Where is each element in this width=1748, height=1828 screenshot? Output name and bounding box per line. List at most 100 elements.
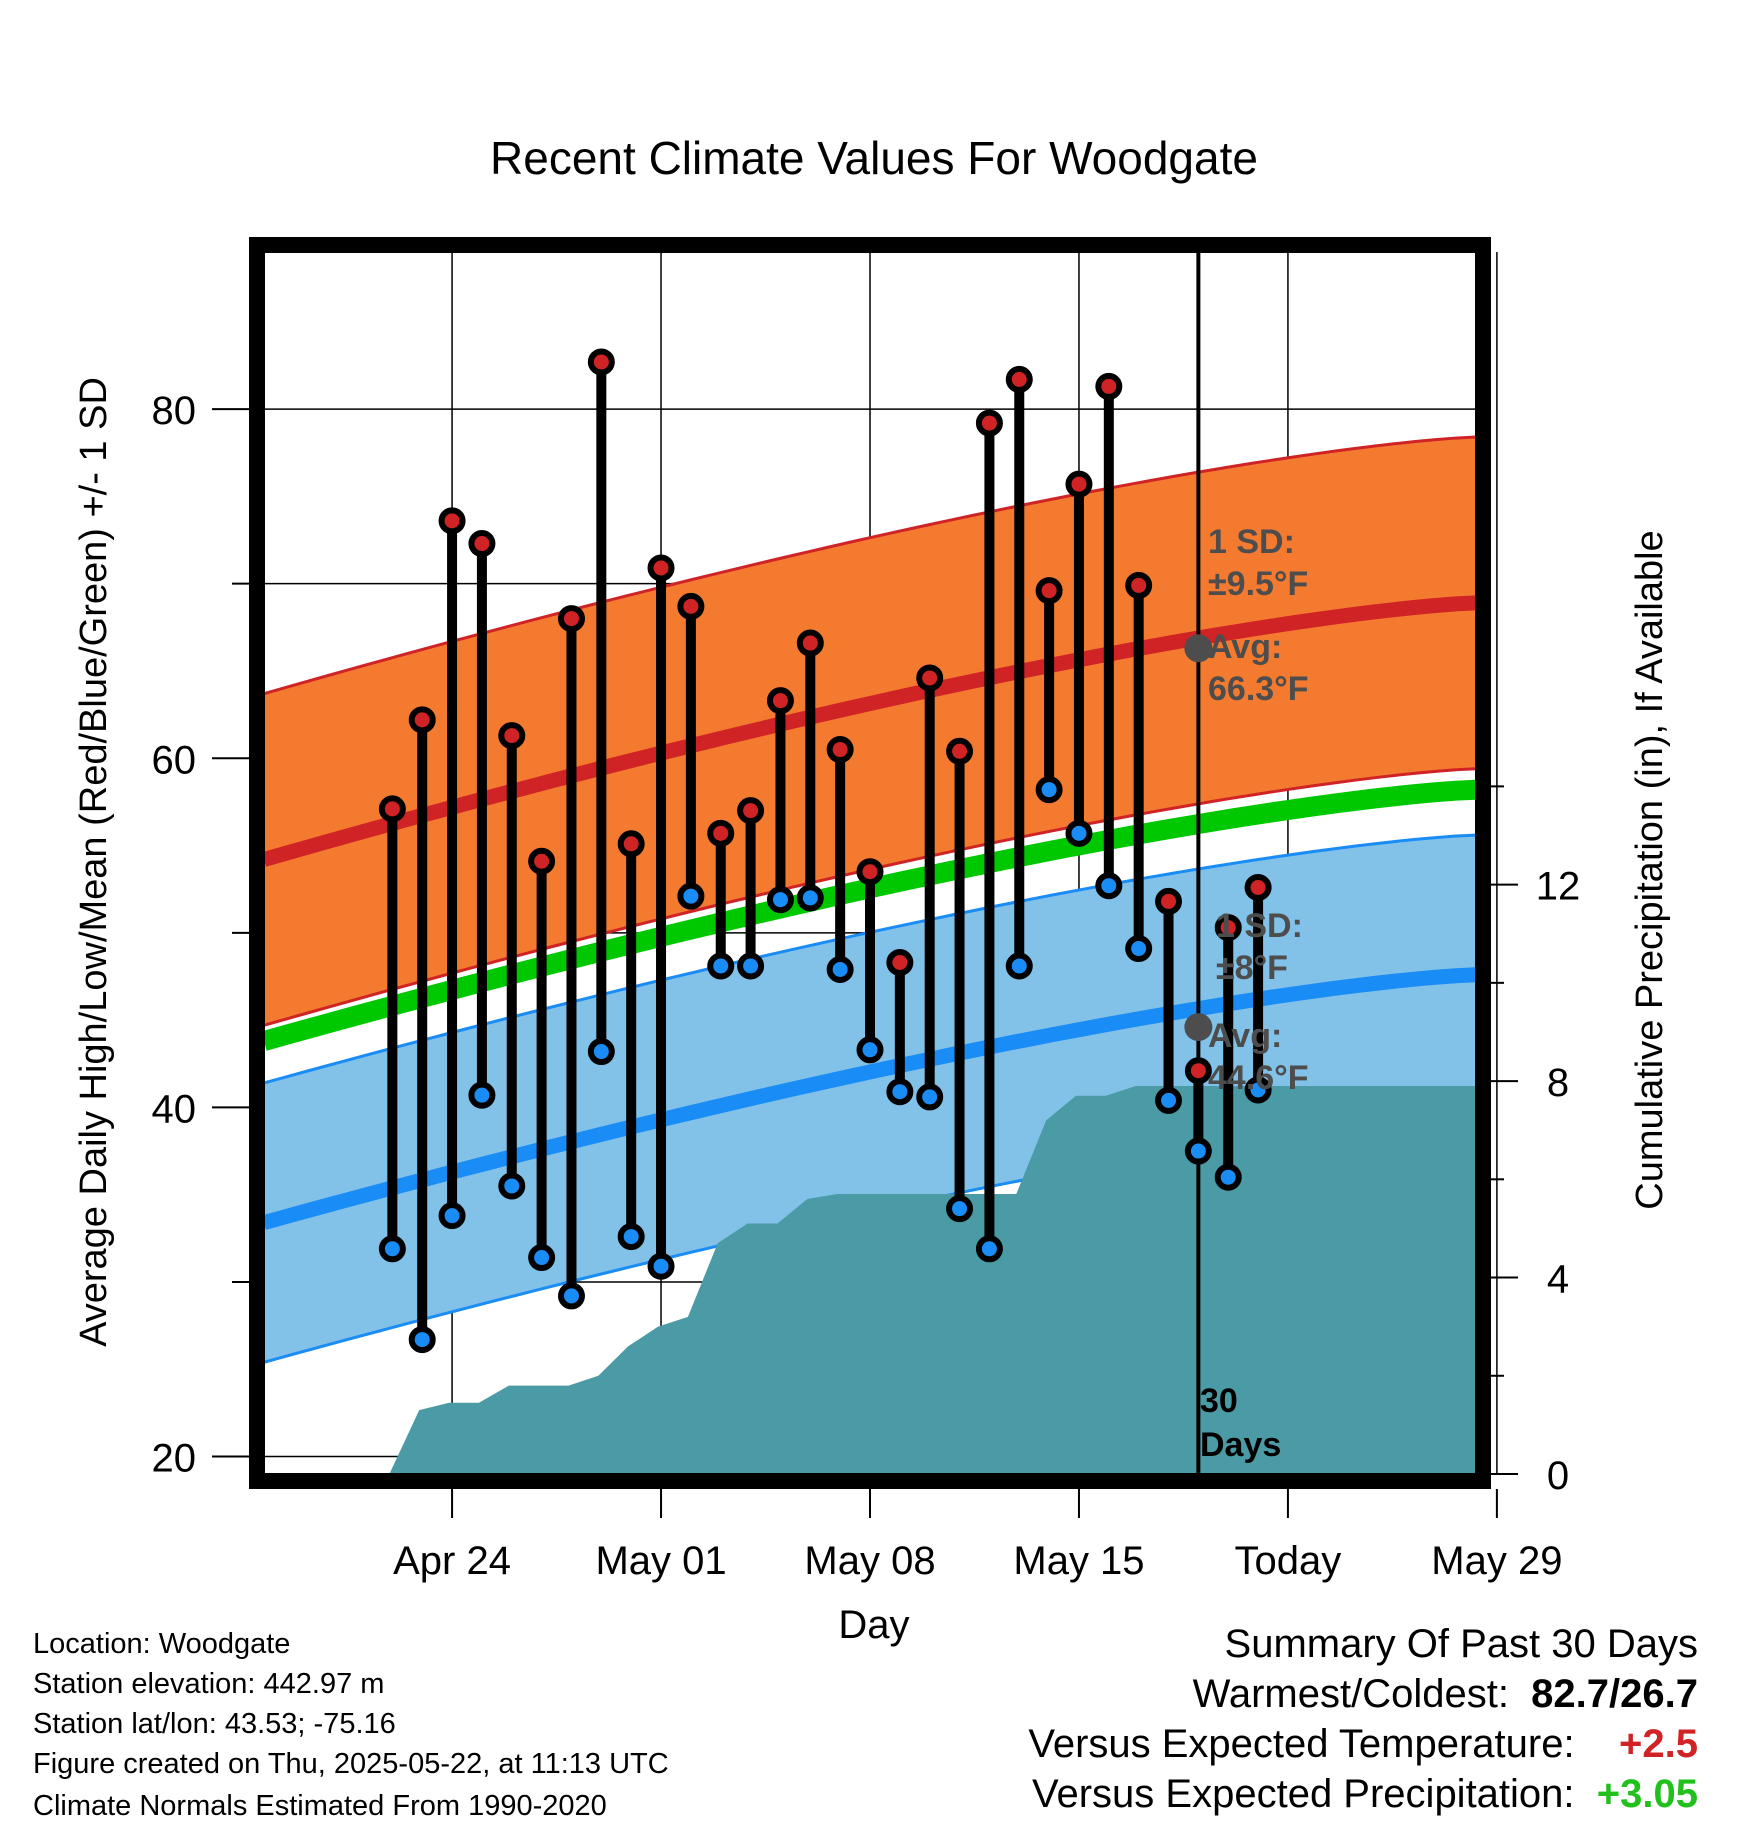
summary-warmest: Warmest/Coldest: 82.7/26.7	[1193, 1672, 1698, 1717]
x-tick-label: May 08	[804, 1539, 935, 1583]
daily-high-marker	[378, 795, 406, 823]
temperature-label: Versus Expected Temperature:	[1028, 1722, 1575, 1766]
daily-high-marker	[1184, 1057, 1212, 1085]
daily-markers	[378, 348, 1272, 1354]
daily-high-marker	[946, 737, 974, 765]
y-right-tick-label: 12	[1536, 865, 1581, 909]
daily-high-marker	[886, 949, 914, 977]
y-left-tick-label: 80	[152, 389, 197, 433]
daily-low-marker	[1035, 776, 1063, 804]
daily-low-marker	[737, 952, 765, 980]
daily-high-marker	[1005, 365, 1033, 393]
high-sd-annotation: 1 SD: ±9.5°F	[1208, 523, 1308, 603]
temperature-value: +2.5	[1619, 1722, 1698, 1766]
summary-title: Summary Of Past 30 Days	[1224, 1622, 1698, 1666]
daily-low-marker	[647, 1252, 675, 1280]
daily-low-marker	[1214, 1163, 1242, 1191]
daily-low-marker	[468, 1081, 496, 1109]
daily-high-marker	[617, 830, 645, 858]
y-right-tick-label: 0	[1547, 1454, 1569, 1498]
daily-low-marker	[498, 1172, 526, 1200]
daily-high-marker	[1244, 873, 1272, 901]
y-left-tick-label: 40	[152, 1087, 197, 1131]
daily-low-marker	[378, 1235, 406, 1263]
daily-low-marker	[1095, 872, 1123, 900]
summary-temperature: Versus Expected Temperature: +2.5	[1028, 1722, 1698, 1767]
daily-low-marker	[677, 882, 705, 910]
station-location: Location: Woodgate	[33, 1628, 291, 1660]
daily-high-marker	[707, 819, 735, 847]
daily-high-marker	[975, 409, 1003, 437]
x-tick-label: Apr 24	[393, 1539, 511, 1583]
normal-low-line	[264, 967, 1476, 1230]
normal-high-line	[264, 595, 1476, 867]
x-tick-label: Today	[1235, 1539, 1342, 1583]
summary-precipitation: Versus Expected Precipitation: +3.05	[1032, 1772, 1698, 1817]
y-axis-left-label: Average Daily High/Low/Mean (Red/Blue/Gr…	[73, 377, 115, 1347]
plot-frame	[249, 237, 1491, 1489]
today-normal-high-dot	[1184, 634, 1213, 663]
daily-low-marker	[528, 1244, 556, 1272]
daily-high-marker	[856, 858, 884, 886]
daily-high-marker	[796, 629, 824, 657]
daily-high-marker	[1155, 887, 1183, 915]
chart-title: Recent Climate Values For Woodgate	[490, 132, 1258, 184]
daily-low-marker	[1005, 952, 1033, 980]
daily-high-marker	[1214, 914, 1242, 942]
daily-low-marker	[1244, 1076, 1272, 1104]
warmest-value: 82.7/26.7	[1531, 1672, 1698, 1716]
daily-high-marker	[1125, 571, 1153, 599]
daily-low-marker	[587, 1038, 615, 1066]
daily-high-marker	[408, 706, 436, 734]
y-left-tick-label: 20	[152, 1437, 197, 1481]
daily-low-marker	[438, 1202, 466, 1230]
daily-high-marker	[737, 797, 765, 825]
daily-high-marker	[1095, 372, 1123, 400]
daily-high-marker	[557, 605, 585, 633]
y-right-tick-label: 8	[1547, 1061, 1569, 1105]
annotations: 1 SD: ±9.5°F Avg: 66.3°F 1 SD: ±8°F Avg: 44.6°F…	[1184, 523, 1309, 1464]
low-sd-annotation: 1 SD: ±8°F	[1216, 907, 1303, 987]
daily-high-marker	[1065, 470, 1093, 498]
daily-low-marker	[1184, 1137, 1212, 1165]
daily-high-marker	[826, 736, 854, 764]
daily-high-marker	[498, 722, 526, 750]
daily-low-marker	[975, 1235, 1003, 1263]
daily-low-marker	[557, 1282, 585, 1310]
y-right-tick-label: 4	[1547, 1258, 1569, 1302]
y-left-tick-label: 60	[152, 738, 197, 782]
daily-high-marker	[1035, 577, 1063, 605]
daily-low-marker	[1065, 819, 1093, 847]
axes: 20 40 60 80 0 4 8 12 Apr 24 May 01 May 08 May 15 Tod…	[152, 237, 1581, 1583]
climate-normals-note: Climate Normals Estimated From 1990-2020	[33, 1790, 607, 1822]
daily-high-marker	[647, 554, 675, 582]
x-tick-label: May 29	[1431, 1539, 1562, 1583]
daily-high-marker	[677, 592, 705, 620]
x-tick-label: May 15	[1013, 1539, 1144, 1583]
today-days-annotation: 30 Days	[1200, 1382, 1281, 1464]
station-elevation: Station elevation: 442.97 m	[33, 1668, 385, 1700]
today-normal-low-dot	[1184, 1013, 1213, 1042]
daily-low-marker	[408, 1326, 436, 1354]
daily-low-marker	[796, 884, 824, 912]
daily-high-marker	[766, 687, 794, 715]
precipitation-value: +3.05	[1596, 1772, 1698, 1816]
station-latlon: Station lat/lon: 43.53; -75.16	[33, 1708, 396, 1740]
low-avg-annotation: Avg: 44.6°F	[1208, 1017, 1309, 1097]
high-sd-upper-edge	[264, 435, 1476, 696]
daily-low-marker	[617, 1223, 645, 1251]
daily-low-marker	[916, 1083, 944, 1111]
x-tick-label: May 01	[595, 1539, 726, 1583]
daily-high-marker	[528, 847, 556, 875]
daily-high-marker	[438, 507, 466, 535]
x-axis-label: Day	[838, 1603, 909, 1647]
daily-low-marker	[766, 886, 794, 914]
warmest-label: Warmest/Coldest:	[1192, 1672, 1509, 1716]
high-avg-annotation: Avg: 66.3°F	[1208, 628, 1309, 708]
daily-high-marker	[468, 530, 496, 558]
daily-low-marker	[826, 955, 854, 983]
y-axis-right-label: Cumulative Precipitation (in), If Availa…	[1629, 530, 1671, 1209]
daily-low-marker	[886, 1078, 914, 1106]
figure-created: Figure created on Thu, 2025-05-22, at 11…	[33, 1748, 669, 1780]
